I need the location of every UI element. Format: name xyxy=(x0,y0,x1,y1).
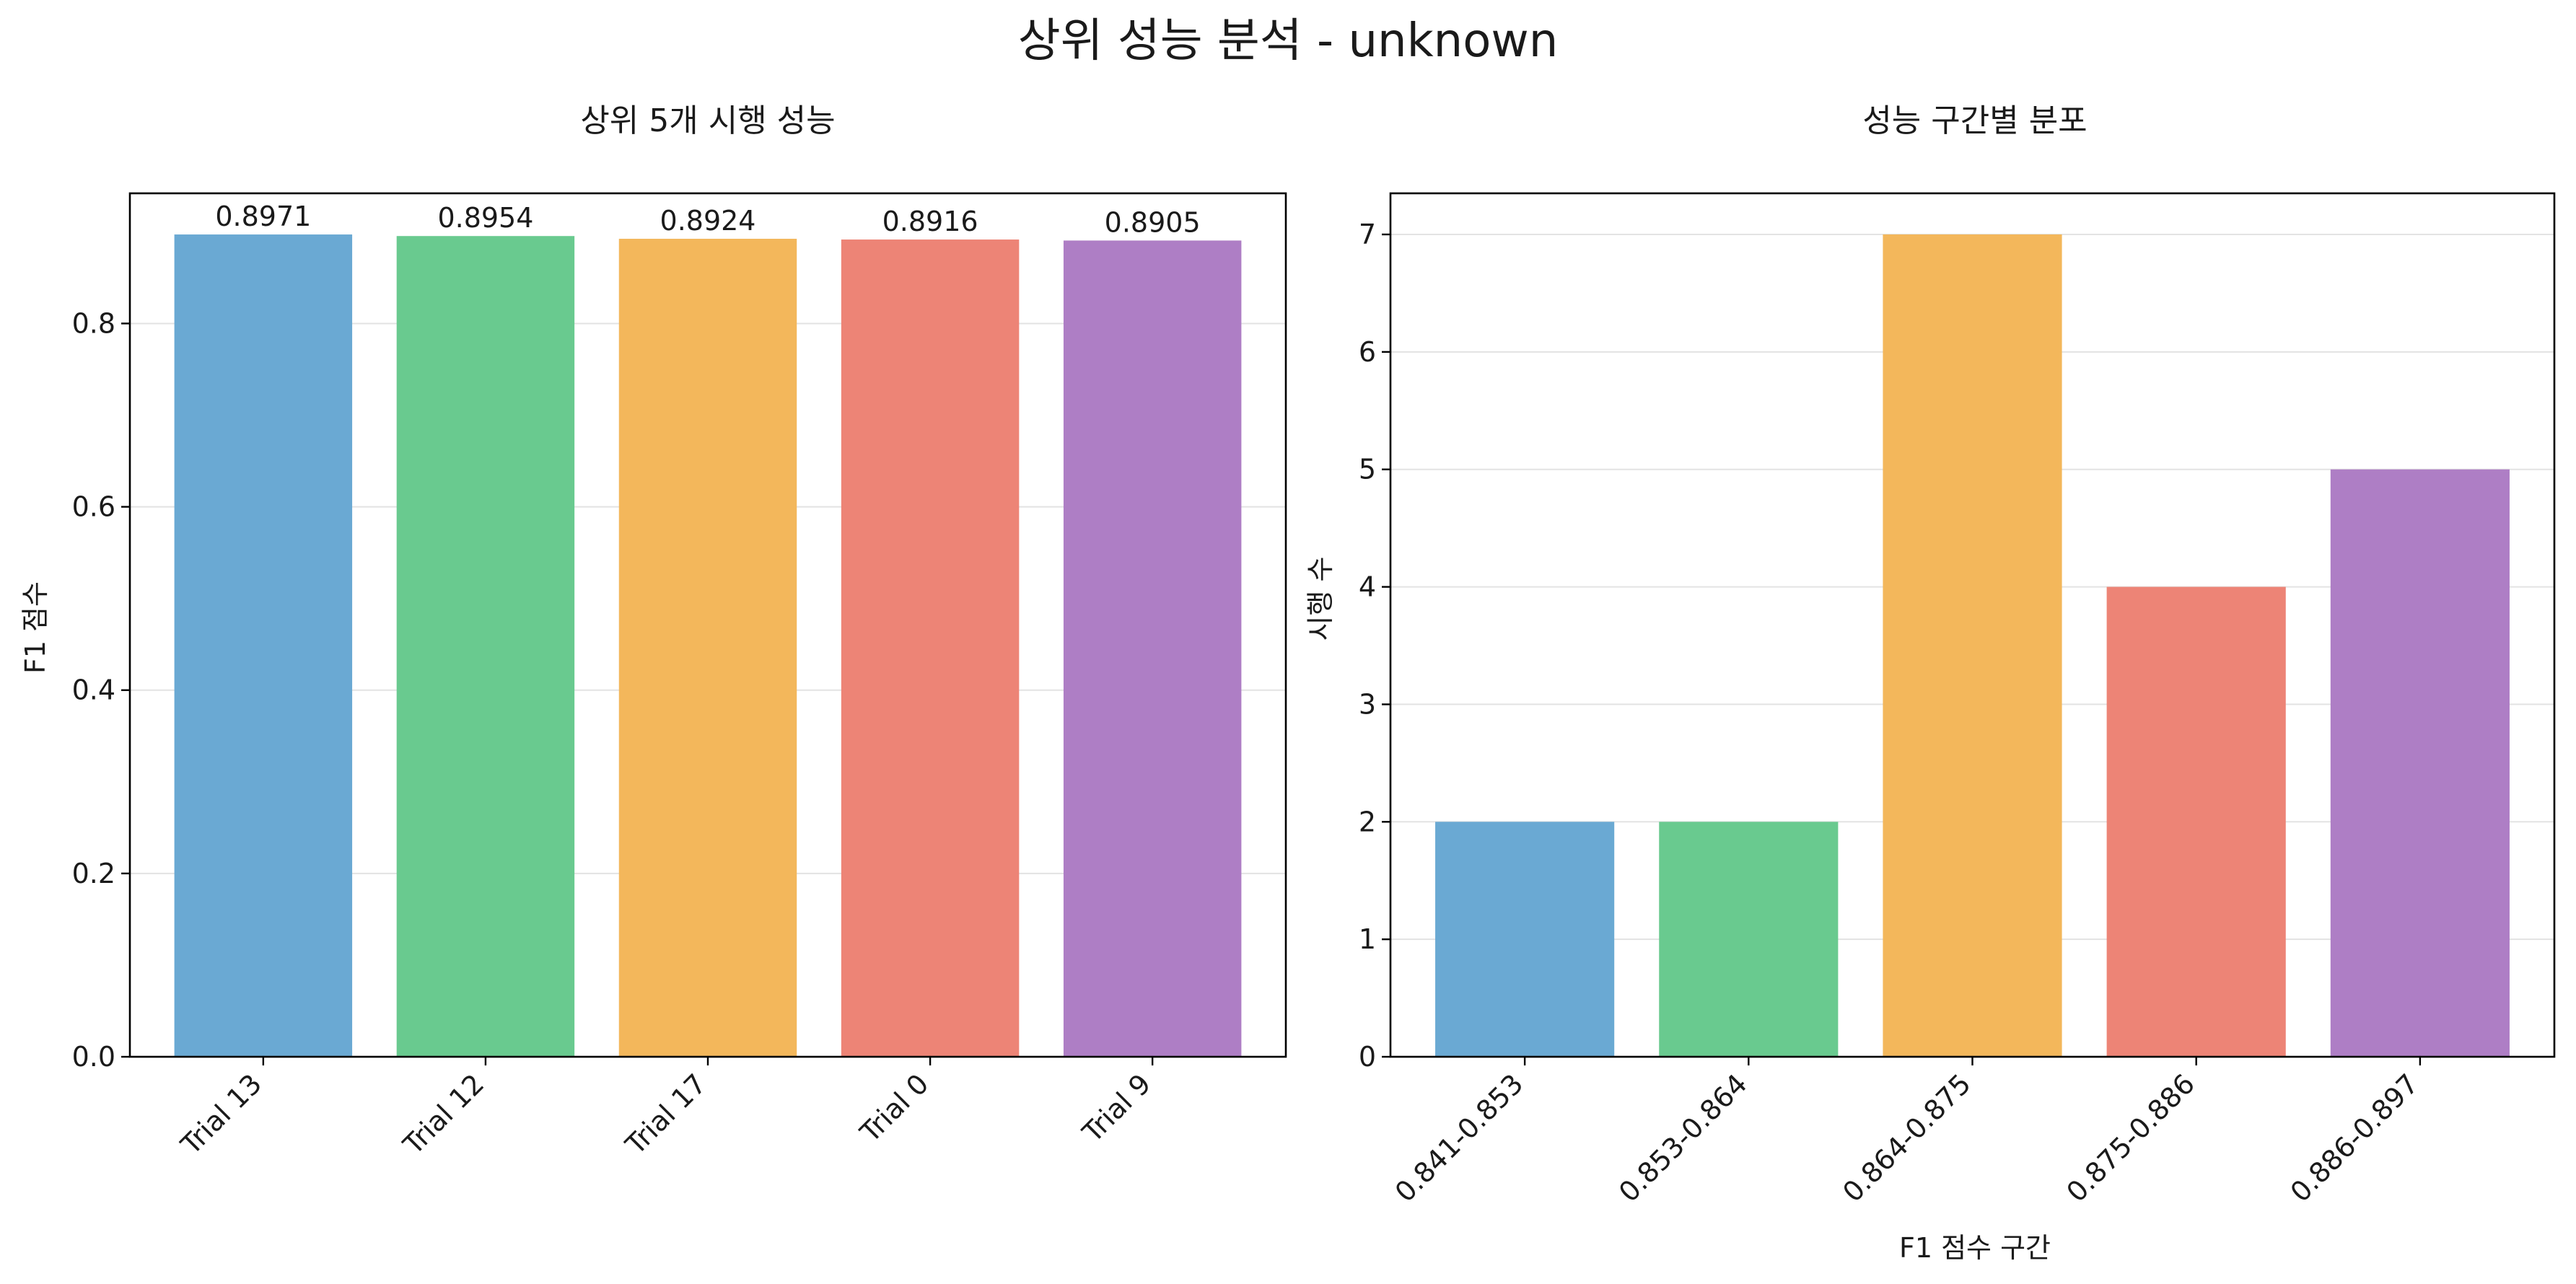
right-chart-y-tick-label: 5 xyxy=(1359,454,1376,485)
right-chart-bars xyxy=(1435,234,2510,1057)
right-chart-title: 성능 구간별 분포 xyxy=(1862,102,2087,139)
right-chart-bar xyxy=(1883,234,2062,1057)
right-chart-bar xyxy=(2106,586,2286,1057)
figure-suptitle: 상위 성능 분석 - unknown xyxy=(1018,14,1559,68)
left-chart-bar xyxy=(174,234,353,1057)
left-chart-y-tick-label: 0.0 xyxy=(72,1041,115,1073)
left-chart-panel: 상위 5개 시행 성능 F1 점수 0.8971 0.8954 0.8924 0.89… xyxy=(19,102,1287,1161)
left-chart-data-label: 0.8924 xyxy=(660,205,756,237)
right-chart-y-tick-label: 1 xyxy=(1359,923,1376,955)
left-chart-y-axis-label: F1 점수 xyxy=(19,581,51,674)
left-chart-data-label: 0.8954 xyxy=(437,202,533,234)
left-chart-bars: 0.8971 0.8954 0.8924 0.8916 0.8905 xyxy=(174,201,1242,1057)
right-chart-y-tick-label: 6 xyxy=(1359,336,1376,368)
left-chart-y-tick-label: 0.8 xyxy=(72,307,115,339)
right-chart-x-axis-label: F1 점수 구간 xyxy=(1899,1232,2051,1264)
right-chart-bar xyxy=(2330,469,2510,1057)
left-chart-plot-frame xyxy=(128,192,1287,1058)
left-chart-y-tick-label: 0.6 xyxy=(72,491,115,523)
left-chart-bar xyxy=(618,239,797,1057)
left-chart-title: 상위 5개 시행 성능 xyxy=(580,102,835,139)
left-chart-bar xyxy=(841,239,1020,1057)
left-chart-y-tick-label: 0.4 xyxy=(72,674,115,706)
right-chart-y-tick-label: 3 xyxy=(1359,688,1376,720)
left-chart-bar xyxy=(1063,240,1242,1057)
right-chart-y-tick-label: 7 xyxy=(1359,219,1376,250)
right-chart-bar xyxy=(1659,822,1839,1057)
left-chart-data-label: 0.8905 xyxy=(1105,206,1201,238)
right-chart-y-tick-label: 4 xyxy=(1359,571,1376,603)
right-chart-bar xyxy=(1435,822,1615,1057)
left-chart-data-label: 0.8971 xyxy=(215,201,311,232)
right-chart-y-tick-label: 2 xyxy=(1359,806,1376,837)
left-chart-data-label: 0.8916 xyxy=(882,206,978,237)
right-chart-y-tick-label: 0 xyxy=(1359,1041,1376,1073)
right-chart-plot-frame xyxy=(1389,192,2556,1058)
left-chart-y-tick-label: 0.2 xyxy=(72,858,115,889)
left-chart-bar xyxy=(396,236,575,1057)
right-chart-y-axis-label: 시행 수 xyxy=(1305,557,1336,641)
